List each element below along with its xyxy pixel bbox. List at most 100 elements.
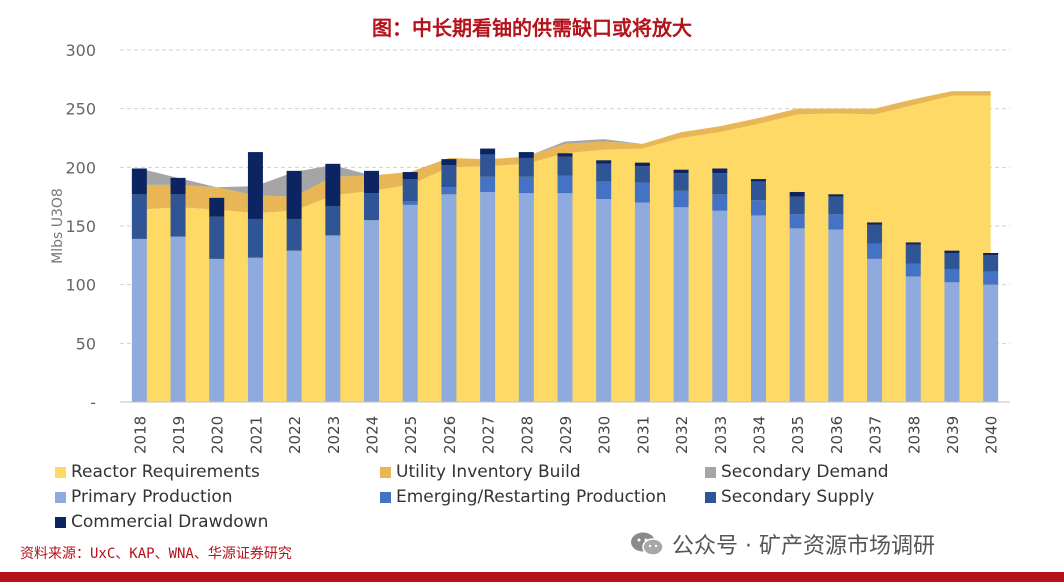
x-tick-label: 2040 [983, 416, 1001, 454]
x-tick-label: 2036 [828, 416, 846, 454]
bar-primary-production [247, 257, 263, 402]
bar-emerging-production [673, 190, 689, 208]
x-tick-label: 2039 [944, 416, 962, 454]
legend-label: Reactor Requirements [71, 462, 260, 482]
bar-secondary-supply [867, 224, 883, 244]
wechat-icon [631, 532, 664, 556]
bar-emerging-production [867, 243, 883, 259]
legend-swatch [55, 516, 66, 528]
bar-commercial-drawdown [867, 222, 883, 225]
bar-primary-production [828, 229, 844, 402]
bar-commercial-drawdown [364, 170, 380, 194]
bar-primary-production [750, 215, 766, 402]
bar-commercial-drawdown [750, 179, 766, 182]
bar-commercial-drawdown [441, 159, 457, 165]
bar-emerging-production [983, 271, 999, 285]
bar-emerging-production [634, 182, 650, 203]
bar-secondary-supply [789, 196, 805, 215]
bar-primary-production [170, 236, 186, 402]
x-tick-label: 2034 [750, 416, 768, 454]
legend-swatch [55, 466, 66, 478]
y-tick-label: 250 [65, 100, 96, 119]
legend-item-primary: Primary Production [55, 487, 233, 507]
legend-swatch [55, 491, 66, 503]
legend-item-commercial: Commercial Drawdown [55, 512, 268, 532]
x-tick-label: 2029 [557, 416, 575, 454]
bar-commercial-drawdown [131, 168, 147, 195]
legend-swatch [705, 491, 716, 503]
bar-primary-production [325, 235, 341, 402]
bar-primary-production [209, 258, 225, 402]
legend-label: Commercial Drawdown [71, 512, 269, 532]
bar-secondary-supply [557, 156, 573, 176]
bar-emerging-production [750, 200, 766, 216]
x-tick-label: 2037 [867, 416, 885, 454]
bar-commercial-drawdown [596, 160, 612, 164]
bar-secondary-supply [286, 218, 302, 251]
legend-item-secondary-supply: Secondary Supply [705, 487, 874, 507]
uranium-supply-demand-chart: - 50 100 150 200 250 300 Mlbs U3O8 2018 2019 2020 2… [50, 41, 1010, 454]
bar-emerging-production [905, 263, 921, 277]
legend-label: Primary Production [71, 487, 233, 507]
bar-primary-production [944, 282, 960, 402]
bar-commercial-drawdown [518, 152, 534, 158]
bar-emerging-production [828, 214, 844, 230]
bar-emerging-production [402, 201, 418, 205]
x-tick-label: 2019 [170, 416, 188, 454]
source-note: 资料来源：UxC、KAP、WNA、华源证券研究 [20, 546, 292, 562]
bar-secondary-supply [828, 196, 844, 215]
x-tick-label: 2025 [402, 416, 420, 454]
legend-label: Emerging/Restarting Production [396, 487, 667, 507]
bar-commercial-drawdown [209, 197, 225, 217]
y-tick-label: 200 [65, 158, 96, 177]
bar-emerging-production [480, 176, 496, 192]
bar-secondary-supply [944, 252, 960, 270]
x-tick-label: 2023 [325, 416, 343, 454]
bar-primary-production [983, 284, 999, 402]
bar-commercial-drawdown [905, 242, 921, 245]
x-tick-label: 2030 [596, 416, 614, 454]
x-tick-label: 2028 [518, 416, 536, 454]
bar-secondary-supply [131, 194, 147, 239]
x-tick-label: 2035 [789, 416, 807, 454]
legend-swatch [705, 466, 716, 478]
bar-commercial-drawdown [828, 194, 844, 197]
bar-primary-production [905, 276, 921, 402]
bar-commercial-drawdown [944, 250, 960, 253]
bar-primary-production [789, 228, 805, 402]
y-tick-label: 50 [76, 334, 96, 353]
legend-item-emerging: Emerging/Restarting Production [380, 487, 667, 507]
bar-secondary-supply [983, 255, 999, 272]
bar-primary-production [286, 250, 302, 402]
bar-primary-production [673, 207, 689, 402]
bar-secondary-supply [750, 181, 766, 201]
bar-secondary-supply [325, 206, 341, 236]
bar-emerging-production [712, 194, 728, 211]
y-axis-label: Mlbs U3O8 [50, 188, 66, 264]
y-tick-label: - [90, 393, 96, 412]
x-tick-label: 2031 [634, 416, 652, 454]
x-tick-label: 2027 [480, 416, 498, 454]
x-tick-label: 2022 [286, 416, 304, 454]
bar-emerging-production [944, 269, 960, 283]
bar-primary-production [131, 238, 147, 402]
bar-primary-production [402, 204, 418, 402]
bar-commercial-drawdown [789, 191, 805, 197]
bar-commercial-drawdown [983, 252, 999, 256]
bar-primary-production [364, 220, 380, 402]
bar-primary-production [712, 210, 728, 402]
legend-label: Secondary Demand [721, 462, 889, 482]
bar-primary-production [441, 194, 457, 402]
bar-emerging-production [557, 175, 573, 194]
bar-secondary-supply [905, 244, 921, 264]
bar-secondary-supply [364, 193, 380, 221]
watermark-text: 公众号 · 矿产资源市场调研 [672, 534, 935, 559]
bar-commercial-drawdown [634, 162, 650, 167]
bar-secondary-supply [712, 173, 728, 195]
bottom-accent-bar [0, 572, 1064, 582]
bar-secondary-supply [673, 173, 689, 191]
bar-commercial-drawdown [325, 163, 341, 207]
y-tick-label: 300 [65, 41, 96, 60]
x-tick-label: 2024 [364, 416, 382, 454]
bar-emerging-production [518, 176, 534, 194]
